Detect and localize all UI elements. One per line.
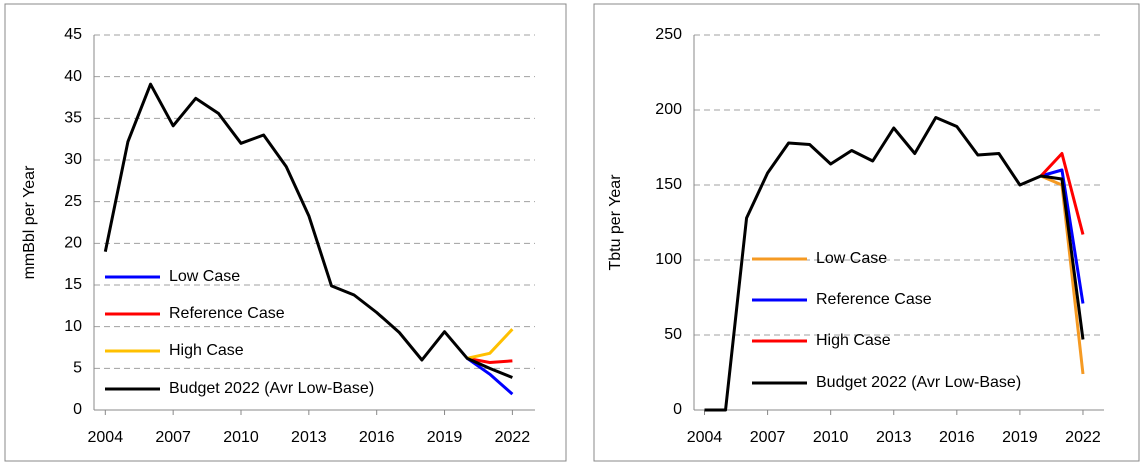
y-tick-label: 0 <box>73 401 82 418</box>
x-tick-label: 2013 <box>291 429 327 446</box>
series-line <box>704 116 1085 412</box>
y-axis-label: mmBbl per Year <box>21 165 38 280</box>
legend-label: High Case <box>816 332 891 349</box>
series-line <box>1040 168 1085 304</box>
x-tick-label: 2022 <box>495 429 531 446</box>
x-tick-label: 2007 <box>750 429 786 446</box>
y-tick-label: 25 <box>64 193 82 210</box>
y-tick-label: 200 <box>655 101 682 118</box>
legend-label: Budget 2022 (Avr Low-Base) <box>816 374 1021 391</box>
y-tick-label: 50 <box>664 326 682 343</box>
legend-label: Low Case <box>169 268 240 285</box>
x-tick-label: 2016 <box>359 429 395 446</box>
legend-label: High Case <box>169 342 244 359</box>
y-tick-label: 150 <box>655 176 682 193</box>
y-tick-label: 250 <box>655 26 682 43</box>
chart-frame <box>4 3 567 462</box>
y-tick-label: 5 <box>73 360 82 377</box>
x-tick-label: 2004 <box>687 429 723 446</box>
y-tick-label: 20 <box>64 235 82 252</box>
y-tick-label: 0 <box>673 401 682 418</box>
series-line <box>466 357 514 396</box>
x-tick-label: 2016 <box>939 429 975 446</box>
y-tick-label: 10 <box>64 318 82 335</box>
series-line <box>466 328 514 360</box>
series-line <box>1039 152 1085 235</box>
x-tick-label: 2007 <box>155 429 191 446</box>
x-tick-label: 2010 <box>813 429 849 446</box>
x-tick-label: 2004 <box>88 429 124 446</box>
y-tick-label: 40 <box>64 68 82 85</box>
legend-label: Reference Case <box>816 291 932 308</box>
series-line <box>103 82 513 379</box>
legend-label: Reference Case <box>169 305 285 322</box>
y-tick-label: 30 <box>64 151 82 168</box>
x-tick-label: 2010 <box>223 429 259 446</box>
y-axis-label: Tbtu per Year <box>607 174 624 271</box>
y-tick-label: 15 <box>64 276 82 293</box>
x-tick-label: 2019 <box>1002 429 1038 446</box>
y-tick-label: 100 <box>655 251 682 268</box>
x-tick-label: 2019 <box>427 429 463 446</box>
legend-label: Low Case <box>816 250 887 267</box>
y-tick-label: 35 <box>64 110 82 127</box>
legend-label: Budget 2022 (Avr Low-Base) <box>169 380 374 397</box>
x-tick-label: 2022 <box>1065 429 1101 446</box>
y-tick-label: 45 <box>64 26 82 43</box>
chart-frame <box>593 3 1140 462</box>
x-tick-label: 2013 <box>876 429 912 446</box>
series-line <box>466 356 513 364</box>
